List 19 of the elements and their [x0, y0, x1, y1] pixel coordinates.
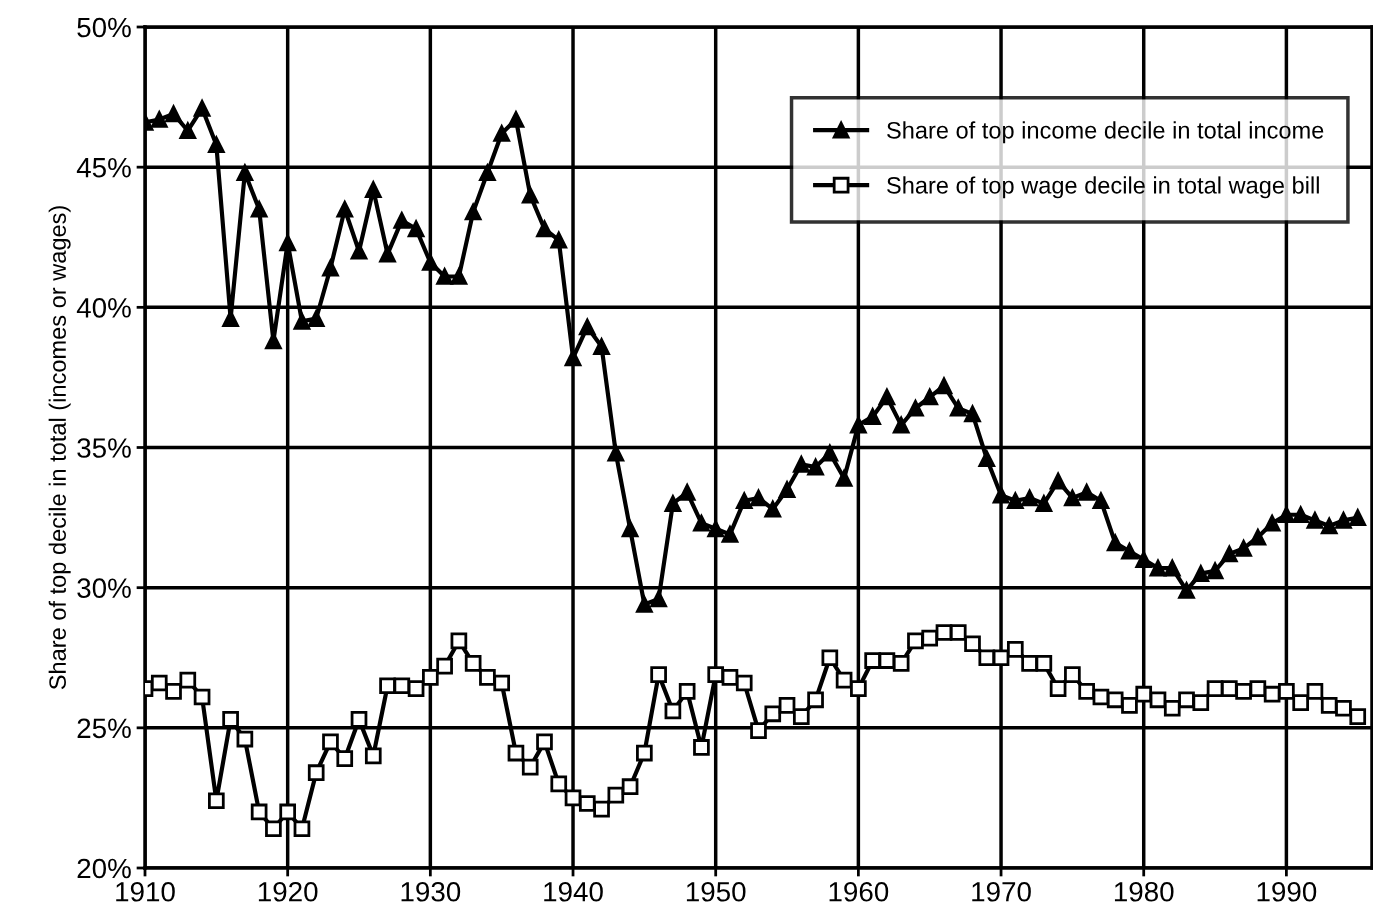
x-tick-label: 1950 — [686, 881, 746, 902]
y-tick-label: 50% — [77, 17, 131, 38]
y-tick-label: 20% — [77, 858, 131, 879]
legend-label: Share of top income decile in total income — [887, 121, 1324, 144]
x-tick-label: 1910 — [116, 881, 175, 902]
y-tick-label: 25% — [77, 718, 131, 739]
y-tick-label: 40% — [76, 298, 131, 318]
x-tick-label: 1930 — [401, 881, 461, 902]
x-tick-label: 1960 — [829, 881, 889, 902]
legend-label: Share of top wage decile in total wage bill — [887, 176, 1319, 199]
x-tick-label: 1940 — [544, 881, 603, 902]
y-tick-label: 45% — [76, 157, 131, 178]
x-tick-label: 1970 — [972, 881, 1031, 902]
x-tick-label: 1920 — [258, 881, 318, 902]
y-tick-label: 30% — [77, 578, 131, 599]
x-tick-label: 1980 — [1114, 881, 1174, 902]
y-axis-title: Share of top decile in total (incomes or wages) — [48, 206, 71, 690]
x-tick-label: 1990 — [1257, 881, 1317, 902]
y-tick-label: 35% — [77, 438, 131, 458]
